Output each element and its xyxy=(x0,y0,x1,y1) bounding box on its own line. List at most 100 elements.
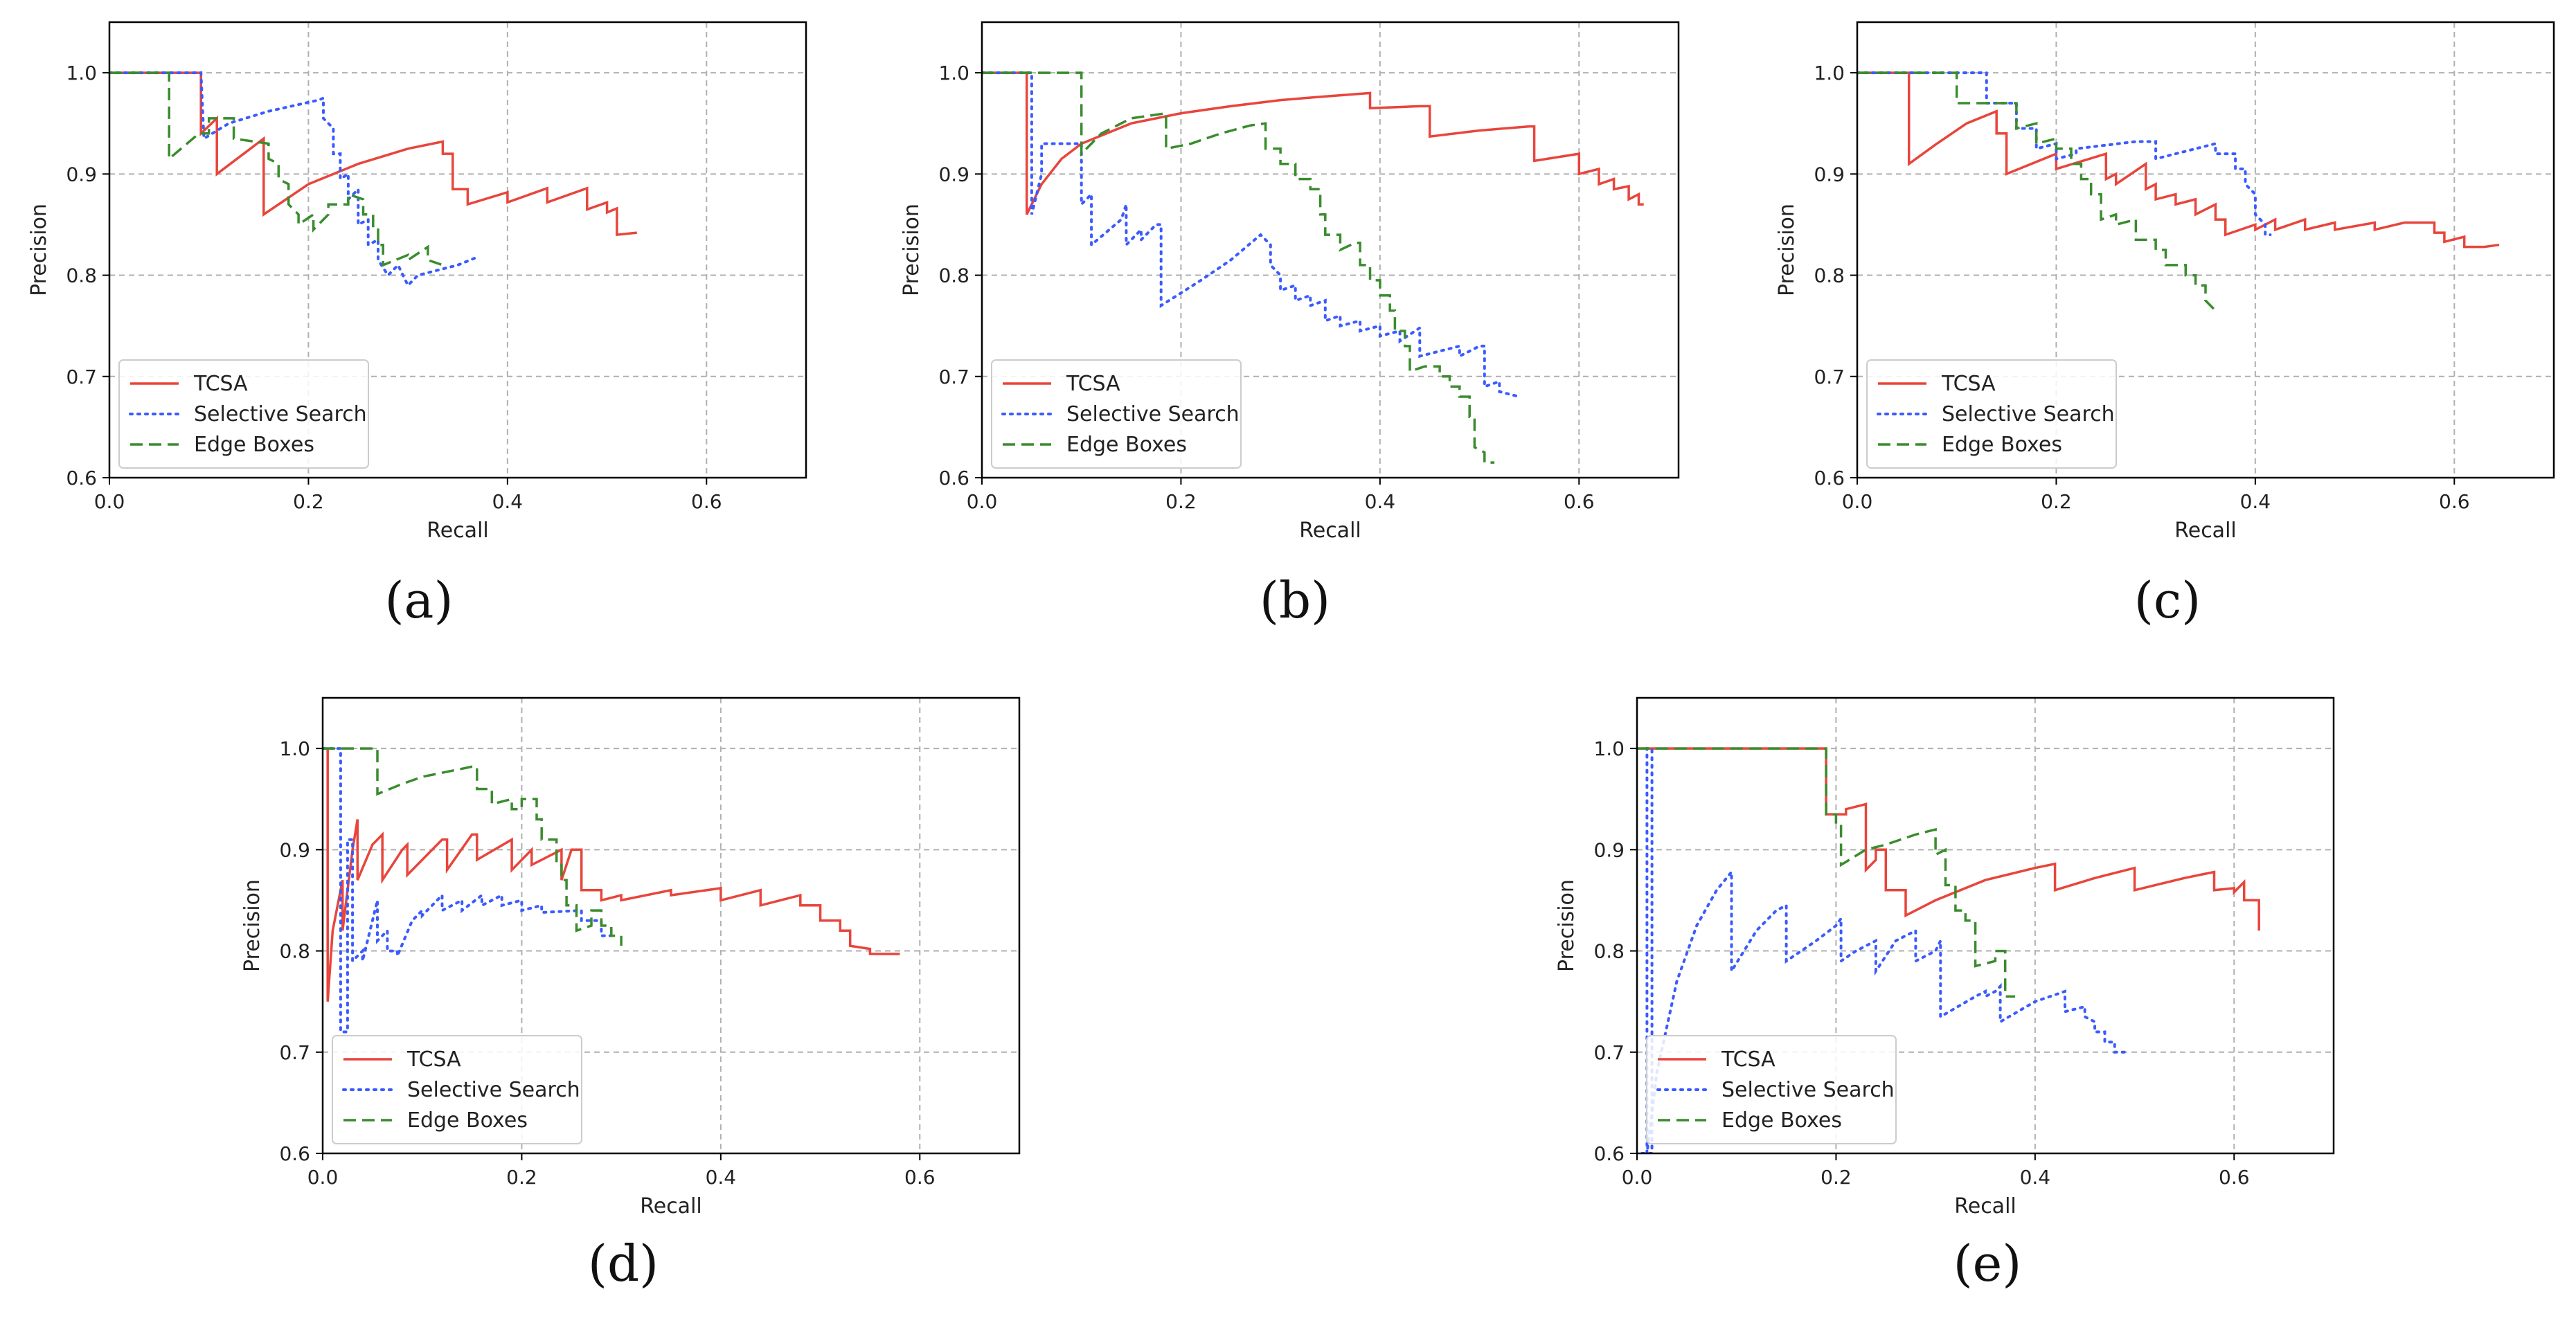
legend-box xyxy=(332,1035,582,1144)
y-axis-label: Precision xyxy=(1775,204,1799,296)
legend-label: Selective Search xyxy=(194,402,367,426)
plot-frame xyxy=(1856,21,2555,479)
legend-label: Edge Boxes xyxy=(194,433,314,457)
plot-frame xyxy=(321,696,1021,1155)
y-tick-label: 0.9 xyxy=(66,163,97,186)
x-tick-label: 0.2 xyxy=(1821,1166,1852,1189)
y-tick-label: 0.8 xyxy=(938,264,969,287)
y-axis-label: Precision xyxy=(27,204,51,296)
panel-caption: (c) xyxy=(2134,571,2201,629)
panel-caption: (d) xyxy=(588,1234,659,1293)
x-tick-label: 0.0 xyxy=(94,490,125,513)
legend: TCSA Selective Search Edge Boxes xyxy=(1646,1035,1897,1144)
y-tick-label: 0.6 xyxy=(66,467,97,489)
y-tick-label: 1.0 xyxy=(66,62,97,84)
x-tick-label: 0.0 xyxy=(307,1166,339,1189)
chart-panel: 0.0 0.2 0.4 0.6 0.6 0.7 0.8 0.9 1.0 Recall Precisi… xyxy=(900,21,1680,629)
legend-label: Edge Boxes xyxy=(407,1108,528,1133)
x-tick-label: 0.4 xyxy=(2020,1166,2051,1189)
series-line-tcsa xyxy=(1637,747,2260,931)
x-tick-label: 0.4 xyxy=(2240,490,2271,513)
y-tick-label: 0.6 xyxy=(279,1142,310,1165)
x-axis-label: Recall xyxy=(1954,1194,2016,1218)
chart-panel: 0.0 0.2 0.4 0.6 0.6 0.7 0.8 0.9 1.0 Recall Precisi… xyxy=(240,696,1021,1293)
x-tick-label: 0.6 xyxy=(2439,490,2470,513)
series-line-edge-boxes xyxy=(982,71,1495,464)
x-axis-label: Recall xyxy=(1299,519,1361,543)
x-axis-label: Recall xyxy=(2174,519,2237,543)
y-tick-label: 1.0 xyxy=(1593,737,1625,760)
chart-panel: 0.0 0.2 0.4 0.6 0.6 0.7 0.8 0.9 1.0 Recall Precisi… xyxy=(1775,21,2555,629)
y-tick-label: 0.7 xyxy=(938,366,969,388)
legend-label: Selective Search xyxy=(407,1078,580,1102)
x-tick-label: 0.0 xyxy=(967,490,998,513)
series-line-selective-search xyxy=(109,71,479,288)
x-tick-label: 0.6 xyxy=(691,490,722,513)
panel-caption: (e) xyxy=(1953,1234,2022,1293)
x-tick-label: 0.4 xyxy=(1365,490,1396,513)
x-axis-label: Recall xyxy=(427,519,489,543)
legend-label: Edge Boxes xyxy=(1942,433,2062,457)
y-tick-label: 0.7 xyxy=(1814,366,1845,388)
series-line-selective-search xyxy=(323,747,613,1034)
series-line-tcsa xyxy=(1857,71,2500,249)
series-line-selective-search xyxy=(1640,747,2127,1153)
y-tick-label: 0.6 xyxy=(938,467,969,489)
x-axis-label: Recall xyxy=(640,1194,702,1218)
legend-box xyxy=(1646,1035,1897,1144)
series-line-edge-boxes xyxy=(109,71,443,267)
legend-label: Edge Boxes xyxy=(1066,433,1187,457)
x-tick-label: 0.4 xyxy=(706,1166,737,1189)
x-tick-label: 0.2 xyxy=(1165,490,1197,513)
x-tick-label: 0.6 xyxy=(904,1166,936,1189)
y-tick-label: 0.8 xyxy=(66,264,97,287)
y-tick-label: 1.0 xyxy=(279,737,310,760)
y-tick-label: 0.9 xyxy=(938,163,969,186)
x-tick-label: 0.6 xyxy=(2219,1166,2250,1189)
legend-label: TCSA xyxy=(406,1047,461,1072)
plot-frame xyxy=(981,21,1680,479)
legend-label: Edge Boxes xyxy=(1721,1108,1842,1133)
series-line-tcsa xyxy=(109,71,637,237)
y-tick-label: 0.9 xyxy=(1814,163,1845,186)
series-line-edge-boxes xyxy=(323,747,623,946)
legend-label: Selective Search xyxy=(1066,402,1240,426)
series-line-tcsa xyxy=(323,747,900,1002)
chart-panel: 0.0 0.2 0.4 0.6 0.6 0.7 0.8 0.9 1.0 Recall Precisi… xyxy=(27,21,807,629)
series-line-selective-search xyxy=(1857,71,2272,237)
y-axis-label: Precision xyxy=(900,204,924,296)
y-tick-label: 0.8 xyxy=(279,940,310,963)
legend: TCSA Selective Search Edge Boxes xyxy=(332,1035,582,1144)
legend-box xyxy=(991,359,1242,469)
y-tick-label: 0.6 xyxy=(1814,467,1845,489)
legend-label: TCSA xyxy=(193,372,248,396)
y-tick-label: 1.0 xyxy=(1814,62,1845,84)
y-tick-label: 0.8 xyxy=(1593,940,1625,963)
legend-label: TCSA xyxy=(1941,372,1996,396)
x-tick-label: 0.0 xyxy=(1842,490,1873,513)
series-line-edge-boxes xyxy=(1857,71,2217,312)
y-tick-label: 0.9 xyxy=(279,838,310,861)
y-tick-label: 0.7 xyxy=(66,366,97,388)
x-tick-label: 0.0 xyxy=(1622,1166,1653,1189)
y-tick-label: 0.7 xyxy=(1593,1041,1625,1064)
y-tick-label: 0.6 xyxy=(1593,1142,1625,1165)
y-tick-label: 1.0 xyxy=(938,62,969,84)
x-tick-label: 0.6 xyxy=(1564,490,1595,513)
y-tick-label: 0.9 xyxy=(1593,838,1625,861)
panel-caption: (a) xyxy=(384,571,453,629)
series-line-edge-boxes xyxy=(1637,747,2016,998)
y-tick-label: 0.8 xyxy=(1814,264,1845,287)
legend: TCSA Selective Search Edge Boxes xyxy=(1866,359,2117,469)
plot-frame xyxy=(1636,696,2335,1155)
legend: TCSA Selective Search Edge Boxes xyxy=(991,359,1242,469)
x-tick-label: 0.2 xyxy=(2041,490,2072,513)
x-tick-label: 0.4 xyxy=(492,490,524,513)
chart-panel: 0.0 0.2 0.4 0.6 0.6 0.7 0.8 0.9 1.0 Recall Precisi… xyxy=(1555,696,2335,1293)
x-tick-label: 0.2 xyxy=(293,490,324,513)
legend-box xyxy=(118,359,369,469)
panel-caption: (b) xyxy=(1260,571,1330,629)
legend: TCSA Selective Search Edge Boxes xyxy=(118,359,369,469)
legend-label: Selective Search xyxy=(1721,1078,1895,1102)
